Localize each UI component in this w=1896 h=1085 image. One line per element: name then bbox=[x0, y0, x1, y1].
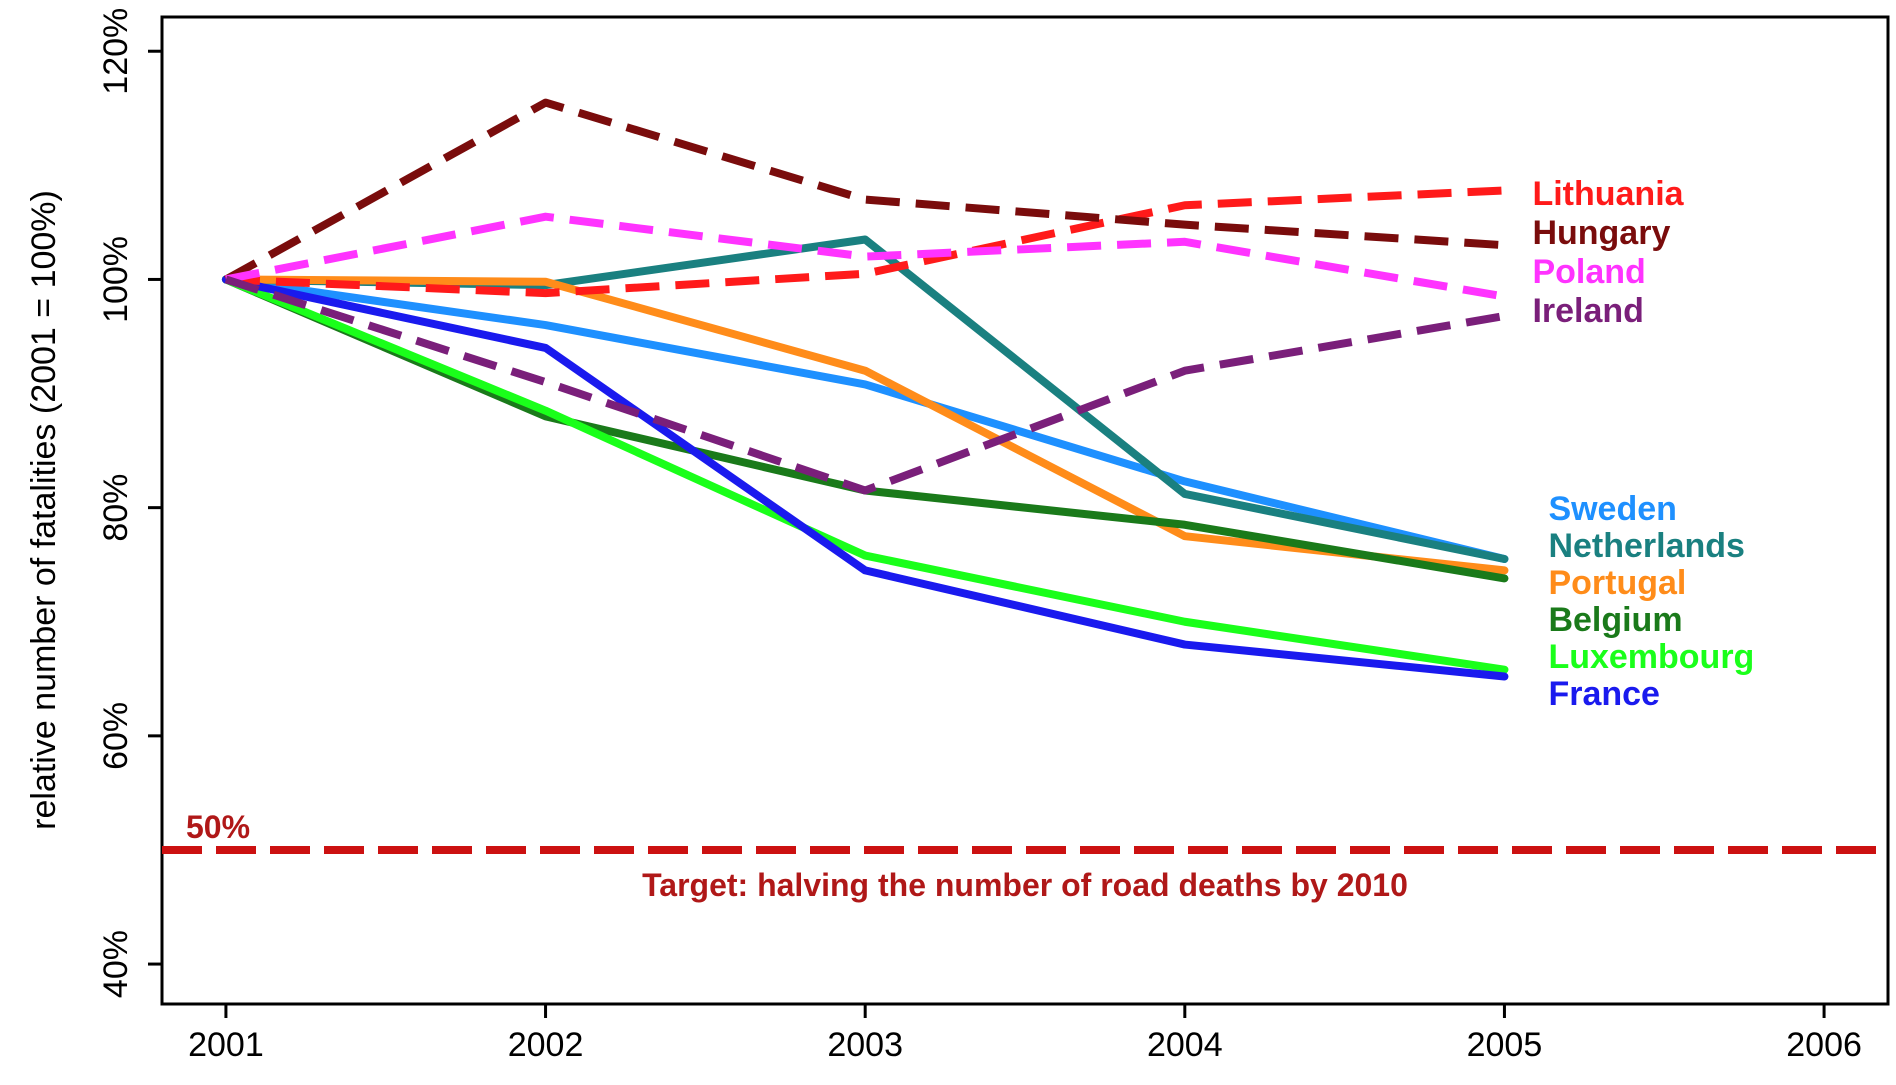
y-tick-label: 120% bbox=[97, 8, 135, 95]
y-tick-label: 60% bbox=[97, 702, 135, 770]
series-label-ireland: Ireland bbox=[1532, 292, 1643, 330]
x-tick-label: 2002 bbox=[508, 1026, 584, 1064]
y-tick-label: 100% bbox=[97, 236, 135, 323]
reference-line-group: 50% Target: halving the number of road de… bbox=[162, 809, 1888, 903]
series-line-lithuania bbox=[225, 186, 1505, 298]
y-tick-label: 40% bbox=[97, 930, 135, 998]
axes: 2001 2002 2003 2004 2005 2006 40% 60% 80% 100% 120… bbox=[97, 8, 1862, 1064]
series-label-sweden: Sweden bbox=[1548, 490, 1676, 528]
series-line-portugal bbox=[221, 275, 1509, 575]
x-tick-label: 2004 bbox=[1147, 1026, 1223, 1064]
series-label-portugal: Portugal bbox=[1548, 564, 1686, 602]
series-label-belgium: Belgium bbox=[1548, 601, 1682, 639]
series-line-poland bbox=[225, 212, 1506, 301]
y-tick-label: 80% bbox=[97, 474, 135, 542]
series-line-hungary bbox=[223, 98, 1505, 283]
series-line-france bbox=[221, 275, 1509, 681]
series-line-luxembourg bbox=[221, 275, 1509, 674]
x-tick-label: 2005 bbox=[1467, 1026, 1543, 1064]
series-line-ireland bbox=[224, 275, 1506, 495]
series-line-sweden bbox=[221, 275, 1509, 563]
target-annotation: Target: halving the number of road death… bbox=[642, 867, 1408, 903]
x-tick-label: 2003 bbox=[827, 1026, 903, 1064]
series-label-poland: Poland bbox=[1532, 253, 1645, 291]
series-label-hungary: Hungary bbox=[1532, 214, 1670, 252]
series-label-lithuania: Lithuania bbox=[1532, 175, 1684, 213]
series-label-luxembourg: Luxembourg bbox=[1548, 638, 1754, 676]
x-tick-label: 2001 bbox=[188, 1026, 264, 1064]
x-tick-label: 2006 bbox=[1786, 1026, 1862, 1064]
series-label-netherlands: Netherlands bbox=[1548, 527, 1745, 565]
y-axis-label: relative number of fatalities (2001 = 10… bbox=[25, 190, 63, 830]
plot-frame bbox=[160, 15, 1890, 1006]
series-label-france: France bbox=[1548, 675, 1660, 713]
reference-value-label: 50% bbox=[186, 809, 250, 845]
series-group bbox=[221, 98, 1509, 681]
